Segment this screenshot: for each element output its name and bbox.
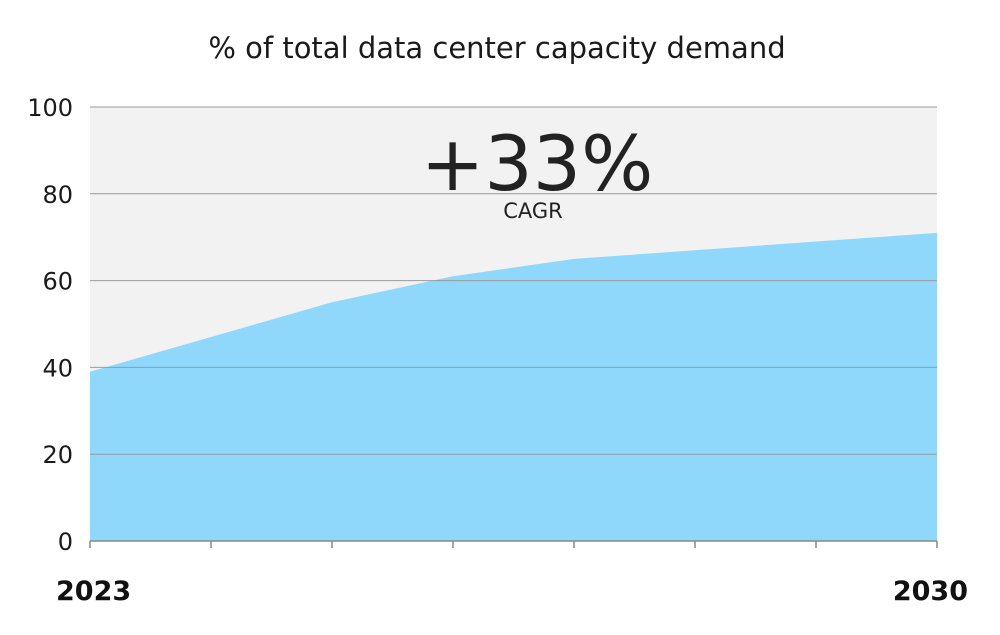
y-tick-label: 60 xyxy=(42,268,73,296)
area-series xyxy=(90,232,937,542)
y-tick-label: 20 xyxy=(42,441,73,469)
y-tick-label: 100 xyxy=(27,94,73,122)
x-tick-label-end: 2030 xyxy=(893,576,968,607)
y-tick-label: 40 xyxy=(42,354,73,382)
cagr-label: CAGR xyxy=(503,199,563,223)
y-tick-label: 0 xyxy=(58,528,73,556)
x-tick-label-start: 2023 xyxy=(56,576,131,607)
y-tick-label: 80 xyxy=(42,181,73,209)
cagr-value: +33% xyxy=(421,119,654,208)
chart-title: % of total data center capacity demand xyxy=(208,31,785,65)
